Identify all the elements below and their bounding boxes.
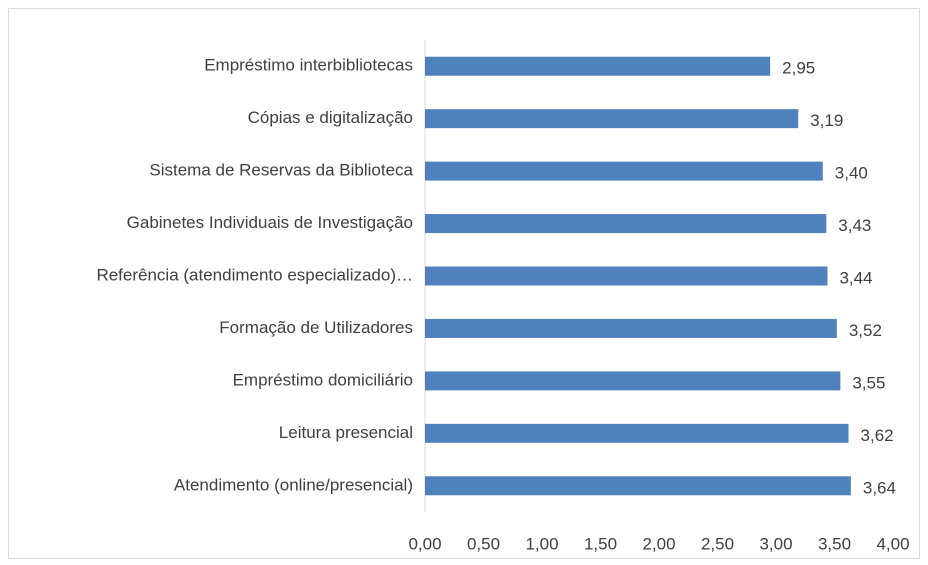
data-label: 3,19: [810, 111, 843, 130]
bar: [425, 161, 823, 181]
x-tick-label: 3,00: [759, 534, 792, 553]
x-tick-label: 0,50: [467, 534, 500, 553]
x-tick-label: 0,00: [408, 534, 441, 553]
bar: [425, 56, 771, 76]
data-label: 3,52: [849, 321, 882, 340]
bar: [425, 371, 841, 391]
y-tick-label: Referência (atendimento especializado)…: [96, 265, 413, 284]
y-tick-label: Atendimento (online/presencial): [174, 475, 413, 494]
y-tick-label: Empréstimo interbibliotecas: [204, 56, 413, 75]
data-label: 3,55: [852, 373, 885, 392]
bar: [425, 214, 827, 234]
x-tick-label: 1,00: [525, 534, 558, 553]
bar: [425, 109, 799, 129]
bar: [425, 423, 849, 443]
bar: [425, 476, 851, 496]
x-tick-label: 3,50: [818, 534, 851, 553]
x-tick-label: 2,00: [642, 534, 675, 553]
data-label: 3,62: [861, 426, 894, 445]
x-tick-label: 1,50: [584, 534, 617, 553]
y-tick-label: Leitura presencial: [279, 423, 413, 442]
y-tick-label: Empréstimo domiciliário: [233, 370, 413, 389]
bar: [425, 266, 828, 286]
y-tick-label: Gabinetes Individuais de Investigação: [127, 213, 413, 232]
y-tick-label: Sistema de Reservas da Biblioteca: [149, 161, 413, 180]
bar: [425, 318, 837, 338]
data-label: 3,64: [863, 478, 896, 497]
data-label: 3,40: [835, 164, 868, 183]
data-label: 2,95: [782, 59, 815, 78]
y-tick-label: Formação de Utilizadores: [219, 318, 413, 337]
x-tick-label: 2,50: [701, 534, 734, 553]
data-label: 3,43: [838, 216, 871, 235]
y-tick-label: Cópias e digitalização: [248, 108, 413, 127]
data-label: 3,44: [839, 268, 872, 287]
x-tick-label: 4,00: [876, 534, 909, 553]
